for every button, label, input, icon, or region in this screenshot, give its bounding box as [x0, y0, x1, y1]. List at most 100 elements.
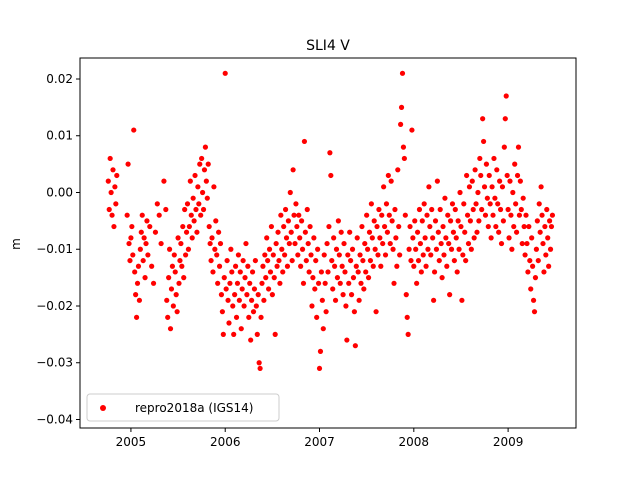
data-point: [422, 235, 428, 241]
data-point: [442, 195, 448, 201]
data-point: [188, 212, 194, 218]
data-point: [249, 297, 255, 303]
data-point: [260, 263, 266, 269]
data-point: [169, 263, 176, 269]
data-point: [254, 331, 260, 337]
y-tick-label: 0.00: [46, 185, 73, 199]
x-tick-label: 2007: [304, 435, 335, 449]
data-point: [434, 178, 440, 184]
data-point: [443, 235, 449, 241]
data-point: [235, 252, 242, 258]
data-point: [268, 223, 275, 230]
data-point: [473, 201, 479, 207]
data-point: [514, 172, 521, 179]
data-point: [465, 240, 472, 247]
data-point: [306, 269, 312, 275]
data-point: [450, 229, 457, 235]
data-point: [108, 189, 114, 196]
data-point: [368, 201, 374, 207]
data-point: [527, 257, 533, 264]
data-point: [330, 286, 336, 292]
data-point: [190, 195, 196, 201]
data-point: [497, 206, 504, 213]
data-point: [533, 246, 540, 252]
data-point: [489, 184, 495, 190]
data-point: [233, 314, 240, 320]
data-point: [411, 263, 417, 269]
data-point: [447, 292, 453, 298]
data-point: [484, 195, 490, 201]
data-point: [380, 240, 386, 247]
data-point: [490, 212, 496, 218]
data-point: [429, 206, 435, 213]
data-point: [183, 252, 189, 258]
data-point: [476, 218, 482, 224]
data-point: [488, 235, 494, 241]
data-point: [398, 121, 404, 127]
data-point: [287, 189, 293, 196]
data-point: [257, 365, 263, 372]
data-point: [274, 263, 280, 269]
data-point: [132, 269, 138, 275]
data-point: [507, 178, 513, 184]
data-point: [214, 252, 220, 258]
data-point: [547, 218, 553, 224]
data-point: [480, 116, 486, 122]
data-point: [451, 257, 457, 264]
data-point: [286, 240, 292, 247]
data-point: [199, 189, 206, 196]
data-point: [445, 212, 451, 218]
data-point: [526, 223, 532, 230]
data-point: [513, 229, 520, 235]
data-point: [136, 297, 143, 303]
chart-title: SLI4 V: [306, 38, 350, 54]
data-point: [463, 257, 469, 264]
data-point: [227, 280, 233, 286]
data-point: [452, 206, 458, 213]
data-point: [506, 235, 512, 241]
data-point: [234, 280, 241, 286]
data-point: [253, 303, 259, 309]
data-point: [471, 235, 477, 241]
data-point: [216, 229, 222, 235]
data-point: [466, 184, 473, 190]
data-point: [292, 240, 298, 247]
data-point: [259, 280, 265, 286]
data-point: [525, 269, 531, 275]
data-point: [417, 240, 424, 247]
data-point: [189, 235, 195, 241]
data-point: [150, 280, 157, 286]
data-point: [530, 263, 536, 269]
data-point: [110, 167, 116, 173]
data-point: [449, 201, 456, 207]
data-point: [284, 263, 291, 269]
data-point: [241, 303, 247, 309]
data-point: [524, 240, 530, 247]
data-point: [536, 201, 542, 207]
data-point: [391, 280, 397, 286]
data-point: [419, 218, 425, 224]
data-point: [130, 252, 136, 258]
data-point: [299, 218, 305, 224]
data-point: [530, 297, 537, 303]
data-point: [210, 269, 216, 275]
data-point: [544, 206, 550, 213]
data-point: [528, 286, 534, 292]
data-point: [414, 229, 421, 235]
data-point: [310, 275, 316, 281]
data-point: [535, 257, 541, 264]
data-point: [126, 240, 132, 247]
data-point: [303, 257, 309, 264]
data-point: [247, 280, 253, 286]
data-point: [128, 235, 134, 241]
data-point: [324, 240, 330, 247]
data-point: [362, 240, 368, 247]
data-point: [323, 309, 329, 315]
data-point: [307, 223, 313, 230]
data-point: [165, 314, 171, 320]
data-point: [135, 263, 142, 269]
data-point: [374, 223, 380, 230]
data-point: [357, 252, 363, 258]
data-point: [297, 235, 303, 241]
